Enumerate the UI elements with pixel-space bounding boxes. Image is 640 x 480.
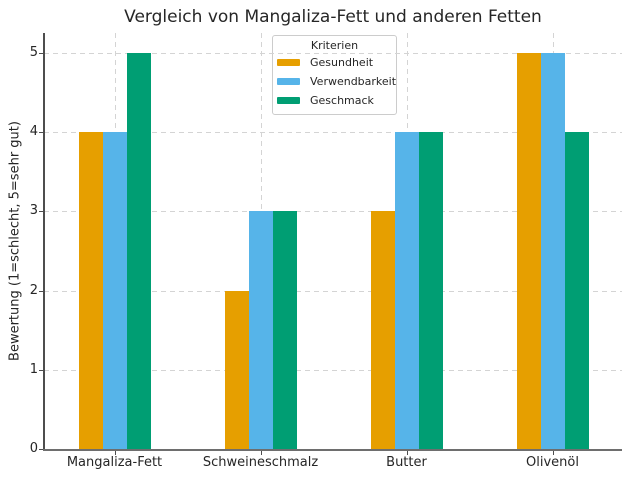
legend: Kriterien Gesundheit Verwendbarkeit Geschm… (272, 35, 397, 115)
bar-verwendbarkeit-2 (248, 211, 273, 449)
legend-swatch-icon (277, 78, 300, 85)
bar-geschmack-1 (126, 52, 151, 449)
y-tick-label: 3 (29, 203, 38, 219)
y-axis-label: Bewertung (1=schlecht, 5=sehr gut) (7, 121, 23, 361)
y-tick-label: 5 (29, 44, 38, 60)
bar-verwendbarkeit-3 (394, 132, 419, 449)
h-gridline (44, 290, 622, 292)
y-tick-mark (39, 132, 43, 134)
y-tick-label: 1 (29, 361, 38, 377)
bar-gesundheit-1 (78, 132, 103, 449)
y-tick-mark (39, 52, 43, 54)
bar-gesundheit-4 (516, 52, 541, 449)
x-axis-spine (43, 449, 622, 451)
legend-label: Gesundheit (310, 56, 374, 69)
legend-row: Geschmack (277, 91, 392, 110)
bar-verwendbarkeit-4 (540, 52, 565, 449)
h-gridline (44, 52, 622, 54)
chart-title: Vergleich von Mangaliza-Fett und anderen… (124, 7, 542, 27)
y-tick-mark (39, 290, 43, 292)
y-tick-mark (39, 449, 43, 450)
y-axis-spine (43, 33, 45, 450)
legend-row: Gesundheit (277, 53, 392, 72)
x-tick-mark (552, 451, 554, 455)
bar-geschmack-4 (564, 132, 589, 449)
x-tick-label: Olivenöl (526, 455, 579, 470)
bar-geschmack-3 (418, 132, 443, 449)
bar-geschmack-2 (272, 211, 297, 449)
legend-entries: Gesundheit Verwendbarkeit Geschmack (277, 53, 396, 110)
h-gridline (44, 211, 622, 213)
legend-title: Kriterien (310, 39, 359, 52)
legend-row: Verwendbarkeit (277, 72, 396, 91)
x-tick-label: Schweineschmalz (202, 455, 319, 470)
y-tick-label: 4 (29, 124, 38, 140)
h-gridline (44, 132, 622, 134)
x-tick-label: Butter (386, 455, 427, 470)
bar-gesundheit-2 (224, 290, 249, 449)
x-tick-mark (114, 451, 116, 455)
legend-swatch-icon (277, 59, 300, 66)
x-tick-mark (260, 451, 262, 455)
y-tick-mark (39, 369, 43, 371)
legend-swatch-icon (277, 97, 300, 104)
y-tick-label: 0 (29, 441, 38, 456)
legend-label: Verwendbarkeit (310, 75, 397, 88)
y-tick-label: 2 (29, 282, 38, 298)
bar-gesundheit-3 (370, 211, 395, 449)
x-tick-mark (406, 451, 408, 455)
legend-label: Geschmack (310, 94, 374, 107)
bar-verwendbarkeit-1 (102, 132, 127, 449)
y-tick-mark (39, 211, 43, 213)
h-gridline (44, 369, 622, 371)
x-tick-label: Mangaliza-Fett (66, 455, 163, 470)
